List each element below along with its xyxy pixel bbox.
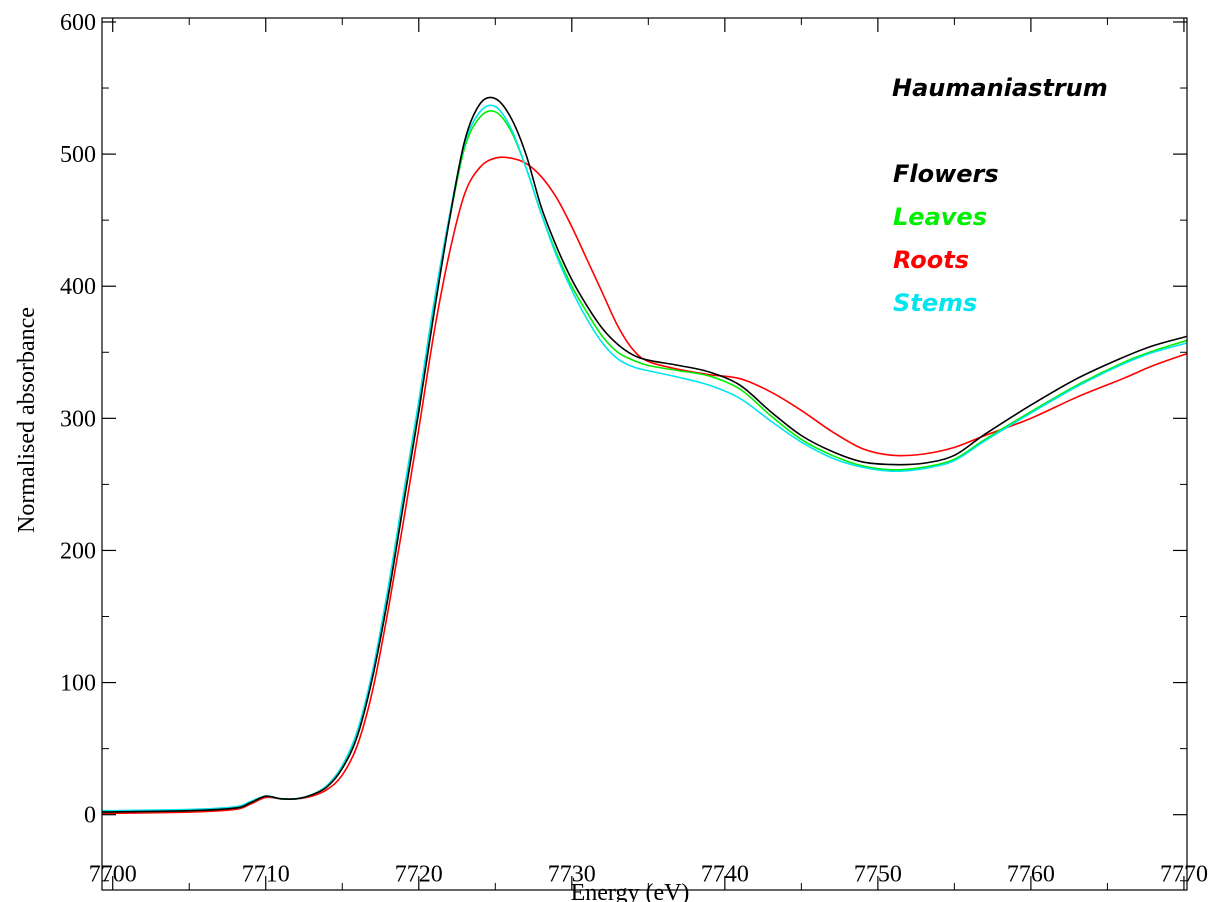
x-tick-label: 7760	[1007, 862, 1055, 888]
series-line-flowers	[101, 96, 1188, 813]
x-tick-label: 7710	[242, 862, 290, 888]
x-tick-label: 7700	[89, 862, 137, 888]
series-line-stems	[101, 104, 1188, 812]
legend: Flowers Leaves Roots Stems	[893, 160, 999, 317]
x-tick-label: 7770	[1160, 862, 1208, 888]
x-tick-label: 7740	[701, 862, 749, 888]
x-tick-label: 7730	[548, 862, 596, 888]
x-axis: 7700 7710 7720 7730 7740 7750 7760 7770	[89, 18, 1208, 890]
y-tick-label: 100	[60, 671, 96, 697]
chart-annotation: Haumaniastrum	[892, 74, 1108, 102]
y-tick-label: 500	[60, 142, 96, 168]
y-tick-label: 600	[60, 10, 96, 36]
x-tick-label: 7750	[854, 862, 902, 888]
legend-entry-stems: Stems	[893, 289, 977, 317]
x-tick-label: 7720	[395, 862, 443, 888]
y-axis-title: Normalised absorbance	[14, 307, 40, 533]
x-axis-title: Energy (eV)	[571, 880, 690, 902]
legend-entry-flowers: Flowers	[893, 160, 999, 188]
y-tick-label: 0	[84, 803, 96, 829]
y-axis: 0 100 200 300 400 500 600	[60, 10, 1187, 882]
y-tick-label: 300	[60, 406, 96, 432]
series-line-roots	[101, 156, 1188, 815]
legend-entry-roots: Roots	[893, 246, 969, 274]
y-tick-label: 400	[60, 274, 96, 300]
curve-layer	[101, 96, 1188, 815]
legend-entry-leaves: Leaves	[893, 203, 987, 231]
y-tick-label: 200	[60, 538, 96, 564]
plot-frame	[101, 17, 1188, 891]
series-line-leaves	[101, 110, 1188, 813]
